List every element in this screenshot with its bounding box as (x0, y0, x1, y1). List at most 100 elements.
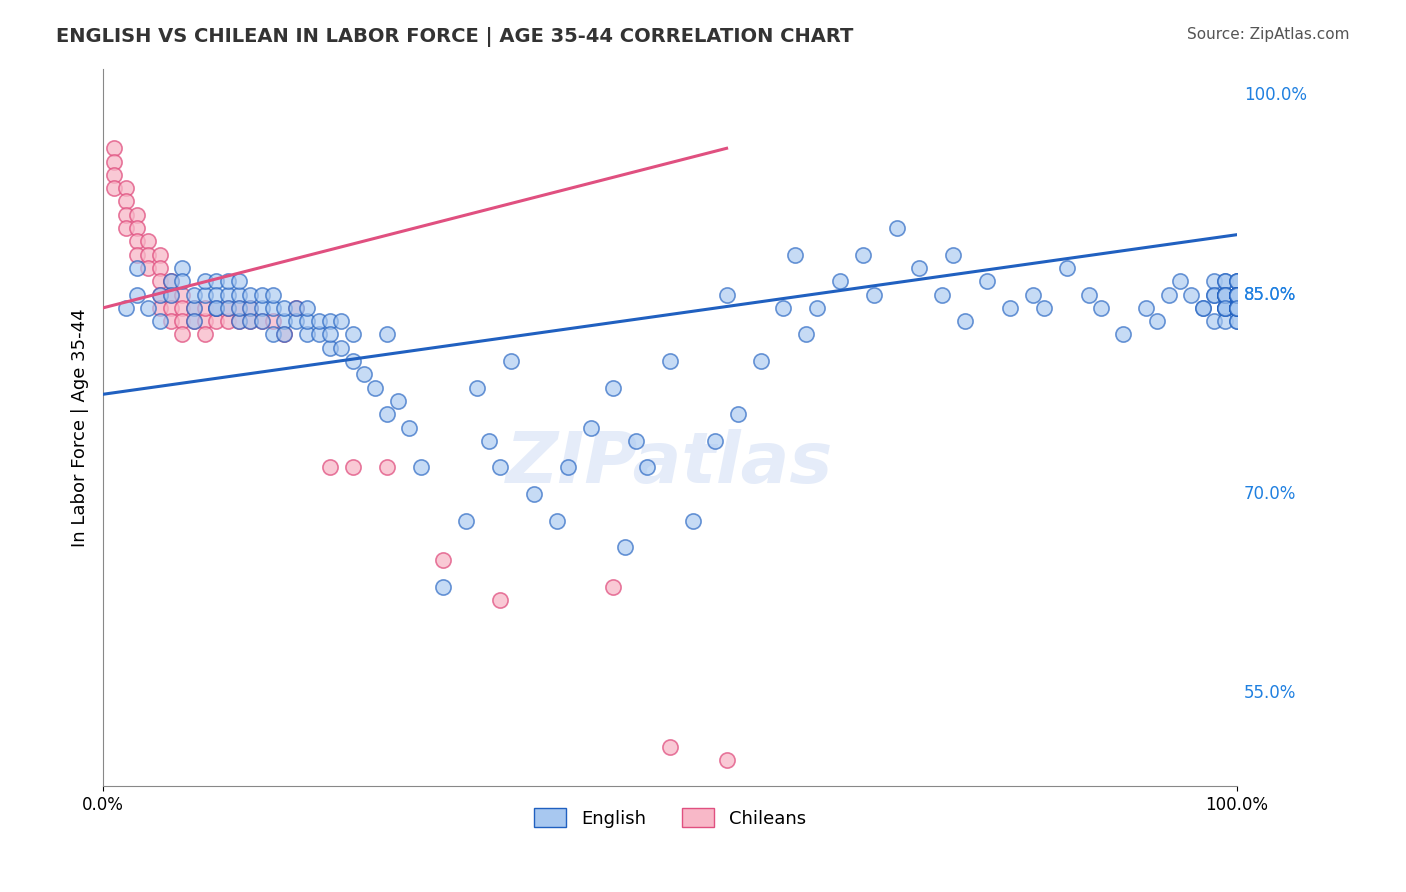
Point (149, 314, 172, 328)
Point (183, 287, 205, 301)
Point (1226, 287, 1249, 301)
Text: 100.0%: 100.0% (1244, 87, 1306, 104)
Point (172, 274, 194, 288)
Point (205, 287, 228, 301)
Point (273, 314, 295, 328)
Point (1226, 301, 1249, 315)
Point (1226, 287, 1249, 301)
Point (127, 221, 149, 235)
Point (239, 301, 262, 315)
Point (1226, 301, 1249, 315)
Point (1215, 287, 1237, 301)
Point (1226, 301, 1249, 315)
Point (172, 287, 194, 301)
Point (160, 301, 183, 315)
Point (1215, 314, 1237, 328)
Point (1078, 287, 1101, 301)
Point (138, 247, 160, 261)
Point (501, 354, 523, 368)
Point (602, 580, 624, 594)
Point (239, 301, 262, 315)
Point (262, 287, 284, 301)
Point (127, 208, 149, 222)
Point (205, 301, 228, 315)
Point (409, 460, 432, 475)
Point (103, 141, 125, 155)
Text: 55.0%: 55.0% (1244, 684, 1296, 702)
Text: 70.0%: 70.0% (1244, 485, 1296, 503)
Point (149, 287, 172, 301)
Point (1226, 301, 1249, 315)
Text: 85.0%: 85.0% (1244, 285, 1296, 303)
Point (1226, 301, 1249, 315)
Point (228, 314, 250, 328)
Point (205, 301, 228, 315)
Point (217, 287, 239, 301)
Point (489, 460, 512, 475)
Point (149, 260, 172, 275)
Point (624, 434, 647, 448)
Point (205, 301, 228, 315)
Point (886, 221, 908, 235)
Point (1226, 274, 1249, 288)
Point (319, 460, 342, 475)
Point (273, 301, 295, 315)
Point (1226, 287, 1249, 301)
Point (863, 287, 886, 301)
Point (1135, 301, 1157, 315)
Point (1226, 301, 1249, 315)
Point (250, 287, 273, 301)
Point (1226, 301, 1249, 315)
Y-axis label: In Labor Force | Age 35-44: In Labor Force | Age 35-44 (72, 309, 89, 547)
Point (172, 327, 194, 342)
Point (432, 580, 454, 594)
Point (262, 314, 284, 328)
Point (127, 287, 149, 301)
Point (250, 314, 273, 328)
Point (1215, 301, 1237, 315)
Point (205, 314, 228, 328)
Point (1033, 301, 1056, 315)
Point (375, 327, 398, 342)
Point (749, 354, 772, 368)
Point (103, 168, 125, 182)
Point (1226, 287, 1249, 301)
Point (1215, 274, 1237, 288)
Point (160, 274, 183, 288)
Point (319, 314, 342, 328)
Point (1226, 314, 1249, 328)
Point (342, 460, 364, 475)
Point (1215, 301, 1237, 315)
Point (432, 553, 454, 567)
Point (1202, 287, 1225, 301)
Point (319, 327, 342, 342)
Point (1226, 274, 1249, 288)
Point (1226, 287, 1249, 301)
Point (1157, 287, 1180, 301)
Point (250, 314, 273, 328)
Point (217, 314, 239, 328)
Point (1226, 314, 1249, 328)
Point (194, 274, 217, 288)
Point (308, 314, 330, 328)
Point (284, 301, 307, 315)
Point (138, 260, 160, 275)
Point (330, 314, 353, 328)
Point (284, 301, 307, 315)
Text: ZIPatlas: ZIPatlas (506, 429, 834, 498)
Point (1226, 301, 1249, 315)
Point (1226, 301, 1249, 315)
Point (1215, 301, 1237, 315)
Point (160, 274, 183, 288)
Point (1226, 287, 1249, 301)
Point (546, 514, 568, 528)
Point (319, 341, 342, 355)
Point (217, 301, 239, 315)
Point (1226, 287, 1249, 301)
Point (250, 301, 273, 315)
Point (1168, 274, 1191, 288)
Point (1215, 287, 1237, 301)
Point (239, 314, 262, 328)
Point (183, 301, 205, 315)
Point (217, 301, 239, 315)
